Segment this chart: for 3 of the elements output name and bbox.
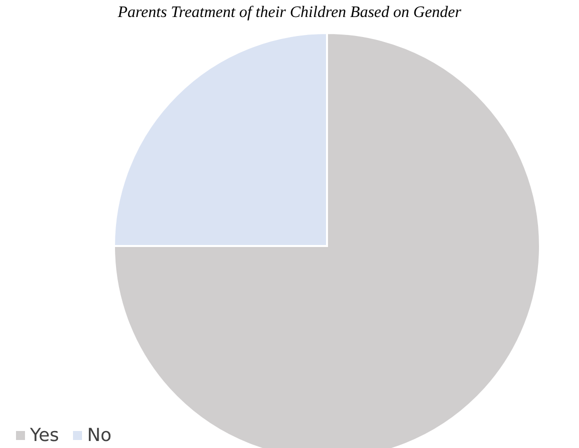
chart-title: Parents Treatment of their Children Based on Gender (116, 4, 462, 22)
legend-label: Yes (29, 425, 60, 446)
legend-label: No (86, 425, 112, 446)
